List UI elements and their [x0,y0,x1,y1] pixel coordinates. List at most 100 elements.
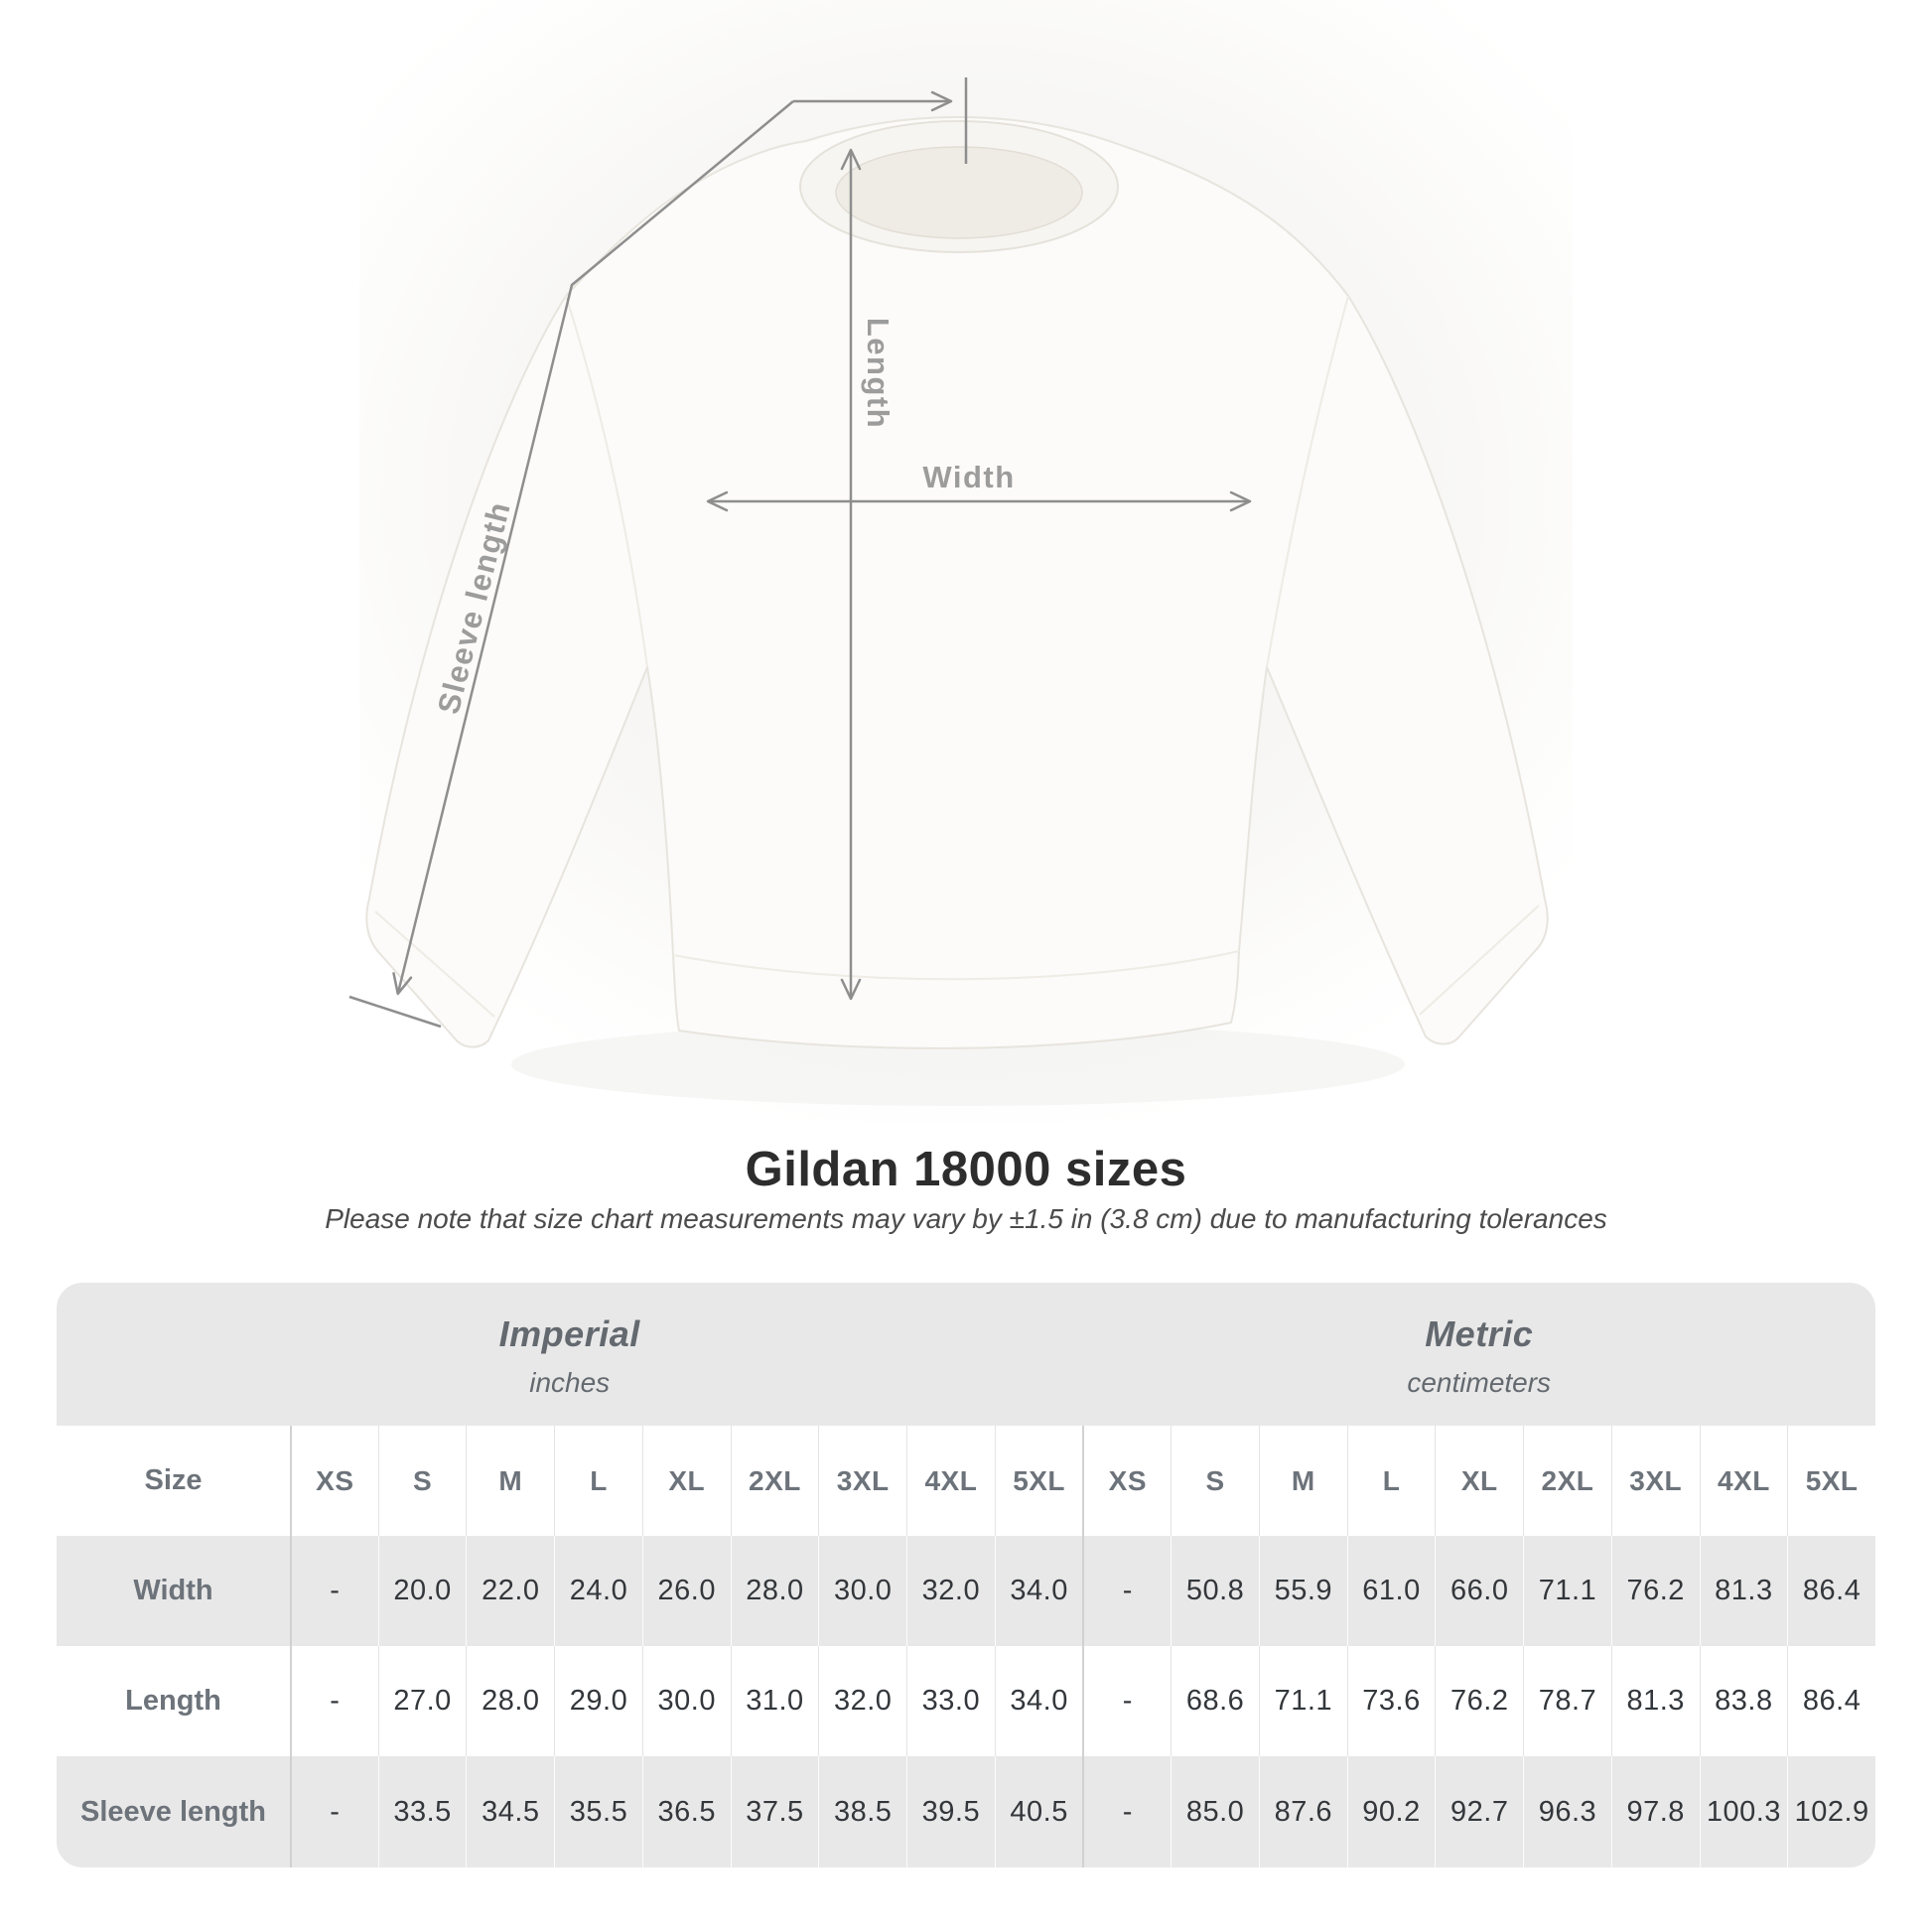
size-col-header: XL [641,1426,731,1536]
size-value-cell: 96.3 [1523,1756,1611,1867]
size-value-cell: 37.5 [730,1756,819,1867]
size-value-cell: 71.1 [1523,1536,1611,1646]
imperial-header: Imperial inches [57,1283,1082,1426]
size-col-header: XL [1435,1426,1523,1536]
metric-label: Metric [1425,1313,1534,1354]
size-value-cell: 85.0 [1171,1756,1259,1867]
metric-header: Metric centimeters [1082,1283,1875,1426]
size-col-header: 4XL [906,1426,995,1536]
size-col-header: S [377,1426,467,1536]
size-value-cell: - [1082,1646,1171,1756]
size-col-header: XS [1082,1426,1171,1536]
size-value-cell: 32.0 [818,1646,906,1756]
size-col-header: 3XL [818,1426,906,1536]
size-value-cell: 81.3 [1610,1646,1700,1756]
size-value-cell: 27.0 [377,1646,467,1756]
sweatshirt-illustration [348,77,1549,1106]
table-row-length: Length - 27.0 28.0 29.0 30.0 31.0 32.0 3… [57,1646,1875,1756]
left-cuff-seam [374,910,495,1018]
size-value-cell: 20.0 [377,1536,467,1646]
size-value-cell: 36.5 [641,1756,731,1867]
metric-sublabel: centimeters [1407,1367,1552,1398]
size-col-header: S [1171,1426,1259,1536]
size-col-header: 2XL [1523,1426,1611,1536]
size-value-cell: 34.5 [466,1756,554,1867]
size-value-cell: 76.2 [1610,1536,1700,1646]
size-value-cell: 100.3 [1699,1756,1788,1867]
hem-rib-seam [672,950,1240,981]
size-value-cell: 81.3 [1699,1536,1788,1646]
size-chart-table: Imperial inches Metric centimeters Size … [57,1283,1875,1867]
row-label: Length [125,1685,221,1717]
size-value-cell: 87.6 [1258,1756,1347,1867]
row-label: Sleeve length [80,1795,266,1828]
size-value-cell: - [290,1756,378,1867]
size-value-cell: 32.0 [906,1536,995,1646]
width-label: Width [922,460,1016,494]
size-value-cell: - [290,1646,378,1756]
size-col-header: 3XL [1610,1426,1700,1536]
size-value-cell: 34.0 [994,1646,1083,1756]
size-value-cell: 33.0 [906,1646,995,1756]
cuff-reference-tick [348,995,442,1029]
page-title: Gildan 18000 sizes [745,1143,1187,1196]
right-cuff-seam [1419,904,1540,1016]
sleeve-length-arrow [392,100,794,996]
size-value-cell: 90.2 [1346,1756,1436,1867]
row-header: Size [144,1464,203,1496]
size-value-cell: 39.5 [906,1756,995,1867]
size-value-cell: 28.0 [466,1646,554,1756]
size-value-cell: 102.9 [1787,1756,1875,1867]
imperial-sublabel: inches [529,1367,611,1398]
size-value-cell: 29.0 [554,1646,642,1756]
size-value-cell: 28.0 [730,1536,819,1646]
table-row-width: Width - 20.0 22.0 24.0 26.0 28.0 30.0 32… [57,1536,1875,1646]
size-value-cell: - [1082,1536,1171,1646]
size-value-cell: 55.9 [1258,1536,1347,1646]
size-col-header: 5XL [1787,1426,1875,1536]
size-value-cell: 86.4 [1787,1646,1875,1756]
size-value-cell: 83.8 [1699,1646,1788,1756]
table-row-sleeve-length: Sleeve length - 33.5 34.5 35.5 36.5 37.5… [57,1756,1875,1867]
size-value-cell: 30.0 [818,1536,906,1646]
size-col-header: L [554,1426,642,1536]
ground-shadow [511,1023,1405,1106]
size-value-cell: 26.0 [641,1536,731,1646]
sweatshirt-body [365,116,1549,1049]
size-value-cell: 35.5 [554,1756,642,1867]
left-sleeve-seam [565,295,648,668]
size-col-header: XS [290,1426,378,1536]
size-value-cell: 34.0 [994,1536,1083,1646]
size-value-cell: 92.7 [1435,1756,1523,1867]
size-value-cell: 40.5 [994,1756,1083,1867]
size-value-cell: 50.8 [1171,1536,1259,1646]
tolerance-note: Please note that size chart measurements… [325,1203,1607,1234]
size-value-cell: 66.0 [1435,1536,1523,1646]
size-value-cell: 73.6 [1346,1646,1436,1756]
size-value-cell: 38.5 [818,1756,906,1867]
size-value-cell: 71.1 [1258,1646,1347,1756]
product-diagram: Length Width Sleeve length [348,0,1573,1122]
right-sleeve-seam [1266,295,1349,668]
size-value-cell: 33.5 [377,1756,467,1867]
size-value-cell: - [1082,1756,1171,1867]
length-label: Length [861,317,896,430]
size-value-cell: 97.8 [1610,1756,1700,1867]
size-value-cell: 30.0 [641,1646,731,1756]
size-col-header: 2XL [730,1426,819,1536]
row-label: Width [133,1575,213,1606]
size-header-row: Size XS S M L XL 2XL 3XL 4XL 5XL XS S M … [57,1426,1875,1536]
size-value-cell: 24.0 [554,1536,642,1646]
size-col-header: 4XL [1699,1426,1788,1536]
size-col-header: 5XL [994,1426,1083,1536]
imperial-label: Imperial [498,1313,640,1354]
size-value-cell: 78.7 [1523,1646,1611,1756]
size-value-cell: 86.4 [1787,1536,1875,1646]
size-value-cell: 22.0 [466,1536,554,1646]
size-value-cell: 68.6 [1171,1646,1259,1756]
neck-opening [835,146,1083,239]
size-col-header: L [1346,1426,1436,1536]
size-col-header: M [1258,1426,1347,1536]
size-value-cell: 61.0 [1346,1536,1436,1646]
